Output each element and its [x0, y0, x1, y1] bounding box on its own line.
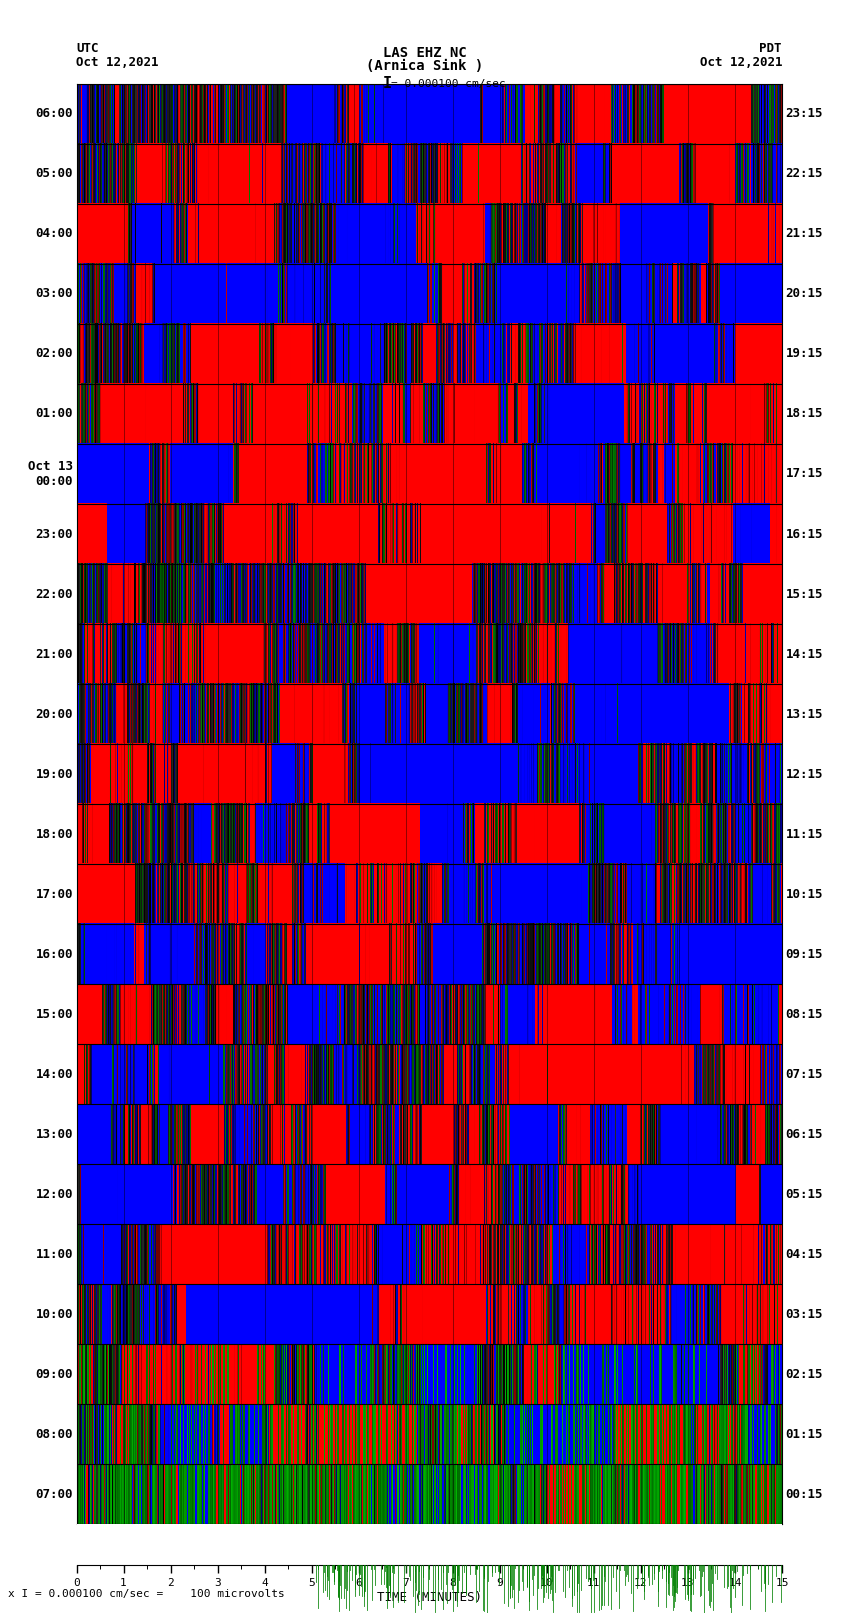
Text: 02:15: 02:15 [785, 1368, 823, 1381]
Text: 13:15: 13:15 [785, 708, 823, 721]
Text: 04:15: 04:15 [785, 1248, 823, 1261]
Text: 09:00: 09:00 [36, 1368, 73, 1381]
Text: 04:00: 04:00 [36, 227, 73, 240]
Text: 20:00: 20:00 [36, 708, 73, 721]
Text: 19:00: 19:00 [36, 768, 73, 781]
Text: 17:00: 17:00 [36, 887, 73, 900]
Text: Oct 13
00:00: Oct 13 00:00 [28, 460, 73, 489]
Text: 03:15: 03:15 [785, 1308, 823, 1321]
Text: 17:15: 17:15 [785, 468, 823, 481]
Text: 22:00: 22:00 [36, 587, 73, 600]
Text: 06:15: 06:15 [785, 1127, 823, 1140]
Text: 18:00: 18:00 [36, 827, 73, 840]
Text: 10:00: 10:00 [36, 1308, 73, 1321]
Text: 23:00: 23:00 [36, 527, 73, 540]
Text: 12:00: 12:00 [36, 1187, 73, 1200]
Text: 18:15: 18:15 [785, 408, 823, 421]
Text: UTC: UTC [76, 42, 99, 55]
Text: 05:00: 05:00 [36, 168, 73, 181]
Text: 15:15: 15:15 [785, 587, 823, 600]
Text: 14:00: 14:00 [36, 1068, 73, 1081]
Text: 06:00: 06:00 [36, 108, 73, 121]
Text: x I = 0.000100 cm/sec =    100 microvolts: x I = 0.000100 cm/sec = 100 microvolts [8, 1589, 286, 1598]
Text: 12:15: 12:15 [785, 768, 823, 781]
Text: 01:15: 01:15 [785, 1428, 823, 1440]
Text: 07:00: 07:00 [36, 1487, 73, 1500]
Text: 14:15: 14:15 [785, 647, 823, 661]
Text: 16:15: 16:15 [785, 527, 823, 540]
Text: 03:00: 03:00 [36, 287, 73, 300]
Text: 10:15: 10:15 [785, 887, 823, 900]
Text: 20:15: 20:15 [785, 287, 823, 300]
Text: 00:15: 00:15 [785, 1487, 823, 1500]
Text: 16:00: 16:00 [36, 947, 73, 961]
Text: I: I [382, 76, 392, 92]
Text: 05:15: 05:15 [785, 1187, 823, 1200]
Text: = 0.000100 cm/sec: = 0.000100 cm/sec [391, 79, 506, 89]
Text: 13:00: 13:00 [36, 1127, 73, 1140]
Text: 23:15: 23:15 [785, 108, 823, 121]
Text: 02:00: 02:00 [36, 347, 73, 360]
Text: 15:00: 15:00 [36, 1008, 73, 1021]
Text: 19:15: 19:15 [785, 347, 823, 360]
Text: 11:00: 11:00 [36, 1248, 73, 1261]
Text: 07:15: 07:15 [785, 1068, 823, 1081]
Text: 01:00: 01:00 [36, 408, 73, 421]
Text: 21:15: 21:15 [785, 227, 823, 240]
Text: 09:15: 09:15 [785, 947, 823, 961]
Text: Oct 12,2021: Oct 12,2021 [76, 56, 159, 69]
Text: PDT: PDT [760, 42, 782, 55]
Text: 08:00: 08:00 [36, 1428, 73, 1440]
X-axis label: TIME (MINUTES): TIME (MINUTES) [377, 1590, 482, 1603]
Text: 21:00: 21:00 [36, 647, 73, 661]
Text: 08:15: 08:15 [785, 1008, 823, 1021]
Text: LAS EHZ NC: LAS EHZ NC [383, 45, 467, 60]
Text: 11:15: 11:15 [785, 827, 823, 840]
Text: 22:15: 22:15 [785, 168, 823, 181]
Text: (Arnica Sink ): (Arnica Sink ) [366, 58, 484, 73]
Text: Oct 12,2021: Oct 12,2021 [700, 56, 782, 69]
